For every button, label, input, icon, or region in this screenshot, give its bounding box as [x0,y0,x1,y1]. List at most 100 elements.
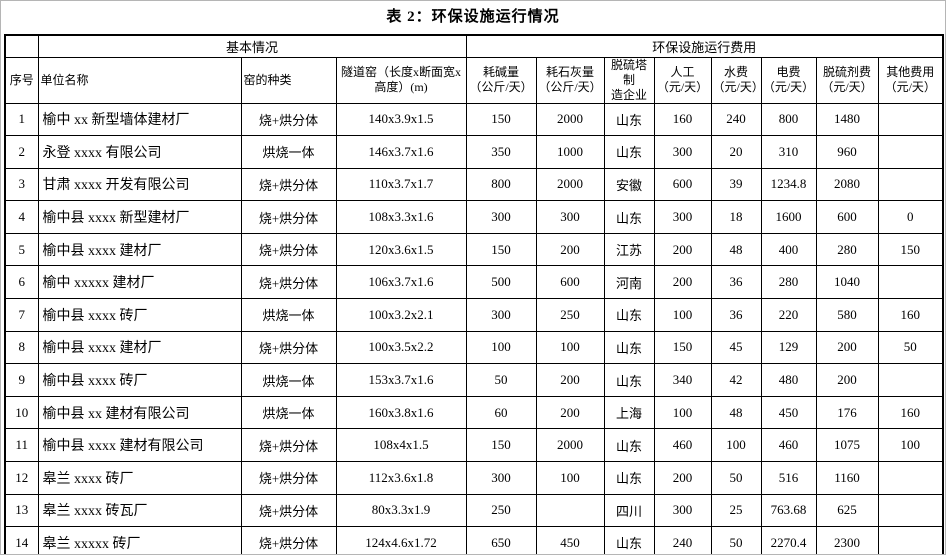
electricity-cost-cell: 480 [760,363,817,397]
unit-name-cell: 永登 xxxx 有限公司 [37,135,242,169]
table-row: 1 榆中 xx 新型墙体建材厂 烧+烘分体 140x3.9x1.5 150 2000 山东 1… [4,102,944,137]
lime-consumption-cell: 200 [535,395,605,430]
electricity-cost-cell: 800 [760,102,817,137]
electricity-cost-cell: 400 [760,232,817,267]
index-cell: 10 [4,395,39,430]
group-header-operating-cost: 环保设施运行费用 [465,34,944,58]
table-row: 8 榆中县 xxxx 建材厂 烧+烘分体 100x3.5x2.2 100 100 山东 150… [4,330,944,365]
index-cell: 14 [4,526,39,554]
desulfurizer-cost-cell: 176 [815,395,879,430]
lime-consumption-cell: 1000 [535,135,605,169]
alkali-consumption-cell: 250 [465,493,537,528]
col-header-lime-consumption: 耗石灰量 （公斤/天） [535,56,605,104]
other-cost-cell: 50 [877,330,944,365]
kiln-type-cell: 烘烧一体 [240,135,337,169]
tunnel-kiln-size-cell: 108x4x1.5 [335,428,467,463]
table-row: 2 永登 xxxx 有限公司 烘烧一体 146x3.7x1.6 350 1000 山东 300… [4,135,944,169]
col-header-unit-name: 单位名称 [37,56,242,104]
corner-cell [4,34,39,58]
kiln-type-cell: 烧+烘分体 [240,167,337,202]
tower-manufacturer-cell: 山东 [603,200,655,234]
lime-consumption-cell: 2000 [535,167,605,202]
labor-cost-cell: 340 [653,363,712,397]
alkali-consumption-cell: 650 [465,526,537,554]
lime-consumption-cell: 450 [535,526,605,554]
kiln-type-cell: 烧+烘分体 [240,330,337,365]
kiln-type-cell: 烘烧一体 [240,298,337,332]
unit-name-cell: 皋兰 xxxx 砖瓦厂 [37,493,242,528]
table-row: 10 榆中县 xx 建材有限公司 烘烧一体 160x3.8x1.6 60 200 上海 100… [4,395,944,430]
lime-consumption-cell: 300 [535,200,605,234]
unit-name-cell: 榆中县 xxxx 建材厂 [37,330,242,365]
water-cost-cell: 42 [710,363,762,397]
other-cost-cell: 160 [877,395,944,430]
kiln-type-cell: 烧+烘分体 [240,461,337,495]
desulfurizer-cost-cell: 200 [815,330,879,365]
labor-cost-cell: 600 [653,167,712,202]
kiln-type-cell: 烧+烘分体 [240,526,337,554]
tunnel-kiln-size-cell: 153x3.7x1.6 [335,363,467,397]
tunnel-kiln-size-cell: 100x3.5x2.2 [335,330,467,365]
col-header-other-cost: 其他费用 （元/天） [877,56,944,104]
desulfurizer-cost-cell: 200 [815,363,879,397]
alkali-consumption-cell: 300 [465,200,537,234]
alkali-consumption-cell: 150 [465,232,537,267]
labor-cost-cell: 200 [653,461,712,495]
labor-cost-cell: 100 [653,395,712,430]
col-header-kiln-type: 窑的种类 [240,56,337,104]
desulfurizer-cost-cell: 960 [815,135,879,169]
desulfurizer-cost-cell: 600 [815,200,879,234]
index-cell: 8 [4,330,39,365]
alkali-consumption-cell: 150 [465,428,537,463]
index-cell: 2 [4,135,39,169]
tower-manufacturer-cell: 山东 [603,330,655,365]
col-header-water-cost: 水费 （元/天） [710,56,762,104]
other-cost-cell [877,461,944,495]
electricity-cost-cell: 1600 [760,200,817,234]
index-cell: 12 [4,461,39,495]
unit-name-cell: 榆中 xx 新型墙体建材厂 [37,102,242,137]
tunnel-kiln-size-cell: 146x3.7x1.6 [335,135,467,169]
col-header-index: 序号 [4,56,39,104]
unit-name-cell: 榆中 xxxxx 建材厂 [37,265,242,300]
electricity-cost-cell: 460 [760,428,817,463]
alkali-consumption-cell: 300 [465,461,537,495]
index-cell: 9 [4,363,39,397]
index-cell: 11 [4,428,39,463]
electricity-cost-cell: 763.68 [760,493,817,528]
labor-cost-cell: 200 [653,232,712,267]
labor-cost-cell: 300 [653,493,712,528]
other-cost-cell [877,265,944,300]
desulfurizer-cost-cell: 1075 [815,428,879,463]
kiln-type-cell: 烧+烘分体 [240,102,337,137]
water-cost-cell: 18 [710,200,762,234]
water-cost-cell: 50 [710,461,762,495]
table-row: 6 榆中 xxxxx 建材厂 烧+烘分体 106x3.7x1.6 500 600 河南 200… [4,265,944,300]
water-cost-cell: 45 [710,330,762,365]
group-header-basic-info: 基本情况 [37,34,467,58]
lime-consumption-cell: 200 [535,363,605,397]
table-row: 11 榆中县 xxxx 建材有限公司 烧+烘分体 108x4x1.5 150 2000 山东… [4,428,944,463]
tunnel-kiln-size-cell: 100x3.2x2.1 [335,298,467,332]
col-header-labor-cost: 人工 （元/天） [653,56,712,104]
labor-cost-cell: 300 [653,200,712,234]
index-cell: 4 [4,200,39,234]
unit-name-cell: 榆中县 xxxx 砖厂 [37,363,242,397]
index-cell: 1 [4,102,39,137]
tunnel-kiln-size-cell: 110x3.7x1.7 [335,167,467,202]
water-cost-cell: 20 [710,135,762,169]
other-cost-cell: 0 [877,200,944,234]
desulfurizer-cost-cell: 625 [815,493,879,528]
desulfurizer-cost-cell: 2300 [815,526,879,554]
lime-consumption-cell: 250 [535,298,605,332]
labor-cost-cell: 200 [653,265,712,300]
table-title: 表 2：环保设施运行情况 [386,9,560,25]
env-facility-table: 基本情况 环保设施运行费用 序号 单位名称 窑的种类 隧道窑（长度x断面宽x 高… [4,34,945,554]
electricity-cost-cell: 129 [760,330,817,365]
labor-cost-cell: 150 [653,330,712,365]
desulfurizer-cost-cell: 280 [815,232,879,267]
tower-manufacturer-cell: 四川 [603,493,655,528]
kiln-type-cell: 烧+烘分体 [240,200,337,234]
tower-manufacturer-cell: 山东 [603,461,655,495]
